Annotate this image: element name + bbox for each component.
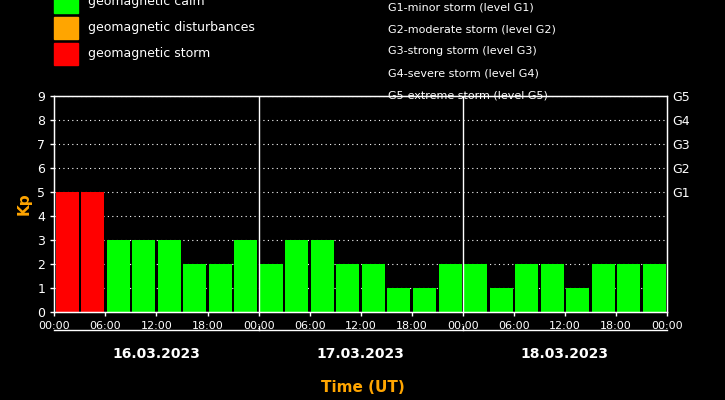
Bar xyxy=(286,240,308,312)
Text: 16.03.2023: 16.03.2023 xyxy=(112,347,200,361)
Text: G3-strong storm (level G3): G3-strong storm (level G3) xyxy=(388,46,536,56)
Y-axis label: Kp: Kp xyxy=(17,193,32,215)
Text: G4-severe storm (level G4): G4-severe storm (level G4) xyxy=(388,68,539,78)
Text: 17.03.2023: 17.03.2023 xyxy=(317,347,405,361)
Bar xyxy=(541,264,563,312)
Text: G5-extreme storm (level G5): G5-extreme storm (level G5) xyxy=(388,90,548,100)
Bar xyxy=(617,264,640,312)
Bar xyxy=(183,264,206,312)
Text: geomagnetic disturbances: geomagnetic disturbances xyxy=(88,22,255,34)
Bar xyxy=(56,192,78,312)
Bar xyxy=(413,288,436,312)
Text: geomagnetic storm: geomagnetic storm xyxy=(88,48,211,60)
Bar xyxy=(464,264,487,312)
Bar xyxy=(387,288,410,312)
Bar xyxy=(489,288,513,312)
Text: 18.03.2023: 18.03.2023 xyxy=(521,347,609,361)
Bar xyxy=(311,240,334,312)
Bar xyxy=(234,240,257,312)
Bar xyxy=(336,264,360,312)
Bar xyxy=(81,192,104,312)
Text: G2-moderate storm (level G2): G2-moderate storm (level G2) xyxy=(388,24,556,34)
Bar xyxy=(362,264,385,312)
Text: Time (UT): Time (UT) xyxy=(320,380,405,396)
Bar xyxy=(158,240,181,312)
Text: geomagnetic calm: geomagnetic calm xyxy=(88,0,205,8)
Bar xyxy=(566,288,589,312)
Text: G1-minor storm (level G1): G1-minor storm (level G1) xyxy=(388,2,534,12)
Bar xyxy=(209,264,232,312)
Bar xyxy=(439,264,462,312)
Bar xyxy=(592,264,615,312)
Bar xyxy=(515,264,538,312)
Bar xyxy=(260,264,283,312)
Bar xyxy=(643,264,666,312)
Bar xyxy=(107,240,130,312)
Bar xyxy=(132,240,155,312)
